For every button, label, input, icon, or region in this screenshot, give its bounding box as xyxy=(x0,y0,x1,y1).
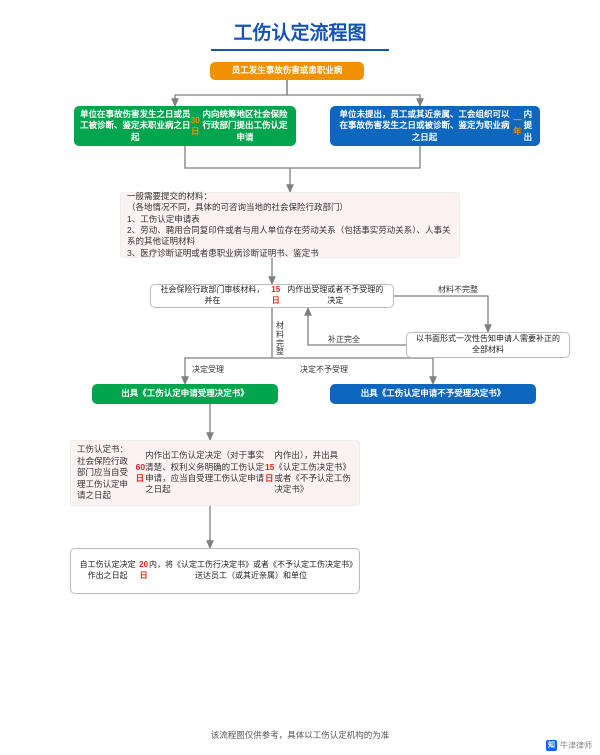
node-n6: 以书面形式一次性告知申请人需要补正的全部材料 xyxy=(406,332,570,358)
edge-label: 决定不予受理 xyxy=(300,364,348,375)
zhihu-icon: 知 xyxy=(546,740,557,751)
edge-label: 材料完整 xyxy=(276,322,284,357)
edge-label: 决定受理 xyxy=(192,364,224,375)
attribution-text: 牛津律师 xyxy=(560,740,592,751)
node-n9: 工伤认定书：社会保险行政部门应当自受理工伤认定申请之日起60日内作出工伤认定决定… xyxy=(70,440,360,506)
node-n4: 一般需要提交的材料：（各地情况不同，具体的可咨询当地的社会保险行政部门）1、工伤… xyxy=(120,192,460,258)
edge-label: 材料不完整 xyxy=(438,284,478,295)
attribution: 知 牛津律师 xyxy=(546,740,592,751)
node-n5: 社会保险行政部门审核材料，并在15日内作出受理或者不予受理的决定 xyxy=(150,284,394,308)
node-n2: 单位在事故伤害发生之日或员工被诊断、鉴定未职业病之日起30日内向统筹地区社会保险… xyxy=(74,106,296,146)
node-n7: 出具《工伤认定申请受理决定书》 xyxy=(92,384,278,404)
edge-label: 补正完全 xyxy=(328,334,360,345)
node-n1: 员工发生事故伤害或患职业病 xyxy=(210,62,364,80)
node-n3: 单位未提出，员工或其近亲属、工会组织可以在事故伤害发生之日或被诊断、鉴定为职业病… xyxy=(330,106,540,146)
node-n8: 出具《工伤认定申请不予受理决定书》 xyxy=(330,384,536,404)
node-n10: 自工伤认定决定作出之日起20日内，将《认定工伤行决定书》或者《不予认定工伤决定书… xyxy=(70,548,360,594)
footer-note: 该流程图仅供参考，具体以工伤认定机构的为准 xyxy=(0,729,600,741)
